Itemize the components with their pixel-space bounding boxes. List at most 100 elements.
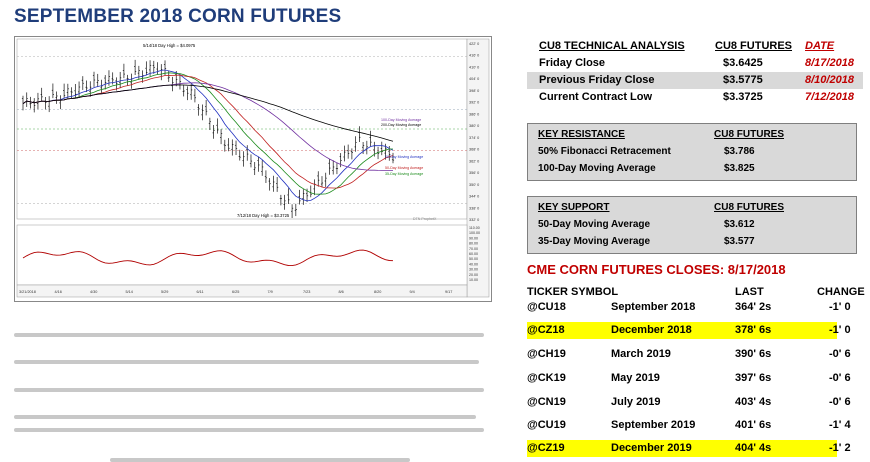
- oscillator-tick-label: 80.00: [469, 242, 478, 246]
- chart-svg: 422' 0 416' 0 410' 0 404' 0 398' 0 392' 0 386'…: [16, 38, 490, 298]
- support-header-futures: CU8 FUTURES: [714, 202, 785, 213]
- cme-month: December 2019: [611, 442, 692, 454]
- cme-change: -0' 6: [829, 348, 851, 360]
- cme-change: -1' 0: [829, 301, 851, 313]
- cme-ticker: @CZ18: [527, 324, 565, 336]
- cme-ticker: @CZ19: [527, 442, 565, 454]
- time-tick-label: 3/21/2018: [19, 290, 36, 294]
- moving-average-label: 35-Day Moving Average: [385, 172, 423, 176]
- support-row-label: 35-Day Moving Average: [538, 236, 651, 247]
- cme-last: 397' 6s: [735, 372, 772, 384]
- oscillator-tick-label: 50.00: [469, 257, 478, 261]
- cme-header-ticker: TICKER SYMBOL: [527, 286, 619, 298]
- technical-row-date: 7/12/2018: [805, 91, 854, 103]
- cme-ticker: @CN19: [527, 396, 566, 408]
- technical-row-date: 8/10/2018: [805, 74, 854, 86]
- time-tick-label: 8/20: [374, 290, 381, 294]
- technical-row-value: $3.3725: [723, 91, 763, 103]
- cme-closes-title: CME CORN FUTURES CLOSES: 8/17/2018: [527, 262, 786, 277]
- support-row-value: $3.577: [724, 236, 755, 247]
- cme-change: -1' 4: [829, 419, 851, 431]
- time-tick-label: 4/30: [90, 290, 97, 294]
- time-tick-label: 6/11: [197, 290, 204, 294]
- cme-month: September 2018: [611, 301, 696, 313]
- cme-change: -1' 0: [829, 324, 851, 336]
- oscillator-tick-label: 60.00: [469, 252, 478, 256]
- moving-average-label: 20-Day Moving Average: [385, 155, 423, 159]
- price-tick-label: 398' 0: [469, 89, 479, 93]
- resistance-header-label: KEY RESISTANCE: [538, 129, 625, 140]
- time-tick-label: 9/4: [410, 290, 415, 294]
- cme-ticker: @CU19: [527, 419, 566, 431]
- time-tick-label: 4/16: [55, 290, 62, 294]
- price-tick-label: 362' 0: [469, 159, 479, 163]
- page-title: SEPTEMBER 2018 CORN FUTURES: [14, 6, 342, 27]
- cme-row: @CZ19 December 2019 404' 4s -1' 2: [527, 440, 851, 457]
- technical-row-value: $3.6425: [723, 57, 763, 69]
- cme-change: -1' 2: [829, 442, 851, 454]
- support-header-label: KEY SUPPORT: [538, 202, 610, 213]
- technical-row: Friday Close $3.6425 8/17/2018: [527, 55, 863, 72]
- resistance-row-label: 50% Fibonacci Retracement: [538, 146, 671, 157]
- price-axis: [466, 38, 490, 298]
- key-resistance-box: KEY RESISTANCE CU8 FUTURES 50% Fibonacci…: [527, 123, 857, 181]
- technical-row-date: 8/17/2018: [805, 57, 854, 69]
- cme-last: 401' 6s: [735, 419, 772, 431]
- cme-row: @CZ18 December 2018 378' 6s -1' 0: [527, 322, 851, 339]
- cme-row: @CU18 September 2018 364' 2s -1' 0: [527, 299, 851, 316]
- support-row-value: $3.612: [724, 219, 755, 230]
- time-tick-label: 8/6: [339, 290, 344, 294]
- technical-row-label: Friday Close: [539, 57, 606, 69]
- oscillator-line: [22, 249, 394, 267]
- price-tick-label: 338' 0: [469, 206, 479, 210]
- oscillator-tick-label: 10.00: [469, 278, 478, 282]
- price-tick-label: 380' 0: [469, 124, 479, 128]
- cme-last: 390' 6s: [735, 348, 772, 360]
- cme-header-change: CHANGE: [817, 286, 865, 298]
- high-annotation: 5/14/18 Day High = $4.0975: [143, 43, 196, 48]
- moving-average-label: 100-Day Moving Average: [381, 118, 421, 122]
- time-tick-label: 7/9: [268, 290, 273, 294]
- oscillator-panel: [16, 224, 468, 286]
- price-tick-label: 344' 0: [469, 195, 479, 199]
- technical-header-date: DATE: [805, 40, 835, 52]
- cme-ticker: @CH19: [527, 348, 566, 360]
- technical-analysis-table: CU8 TECHNICAL ANALYSIS CU8 FUTURES DATE …: [527, 38, 863, 108]
- brand-watermark: DTN ProphetX: [413, 217, 437, 221]
- oscillator-tick-label: 100.00: [469, 231, 480, 235]
- cme-month: December 2018: [611, 324, 692, 336]
- cme-change: -0' 6: [829, 372, 851, 384]
- cme-row: @CN19 July 2019 403' 4s -0' 6: [527, 394, 851, 411]
- resistance-row-value: $3.825: [724, 163, 755, 174]
- time-tick-label: 9/17: [445, 290, 452, 294]
- low-annotation: 7/12/18 Day High = $3.3725: [237, 213, 290, 218]
- cme-header-last: LAST: [735, 286, 764, 298]
- technical-header-futures: CU8 FUTURES: [715, 40, 793, 52]
- time-tick-label: 5/14: [126, 290, 133, 294]
- price-tick-label: 368' 0: [469, 148, 479, 152]
- cme-last: 378' 6s: [735, 324, 772, 336]
- price-tick-label: 422' 0: [469, 42, 479, 46]
- oscillator-tick-label: 110.00: [469, 226, 480, 230]
- time-axis: [16, 284, 468, 298]
- price-tick-label: 392' 0: [469, 101, 479, 105]
- price-tick-label: 386' 0: [469, 112, 479, 116]
- technical-row-label: Current Contract Low: [539, 91, 653, 103]
- oscillator-tick-label: 30.00: [469, 268, 478, 272]
- resistance-row-value: $3.786: [724, 146, 755, 157]
- technical-row-value: $3.5775: [723, 74, 763, 86]
- cme-change: -0' 6: [829, 396, 851, 408]
- moving-average-label: 200-Day Moving Average: [381, 123, 421, 127]
- price-tick-label: 410' 0: [469, 65, 479, 69]
- key-support-box: KEY SUPPORT CU8 FUTURES 50-Day Moving Av…: [527, 196, 857, 254]
- cme-row: @CK19 May 2019 397' 6s -0' 6: [527, 370, 851, 387]
- cme-closes-table: TICKER SYMBOL LAST CHANGE @CU18 September…: [527, 284, 865, 457]
- cme-month: March 2019: [611, 348, 671, 360]
- resistance-header-futures: CU8 FUTURES: [714, 129, 785, 140]
- cme-last: 404' 4s: [735, 442, 772, 454]
- technical-header-label: CU8 TECHNICAL ANALYSIS: [539, 40, 685, 52]
- time-tick-label: 7/23: [303, 290, 310, 294]
- moving-average-line: [22, 69, 394, 202]
- cme-last: 403' 4s: [735, 396, 772, 408]
- price-tick-label: 332' 0: [469, 218, 479, 222]
